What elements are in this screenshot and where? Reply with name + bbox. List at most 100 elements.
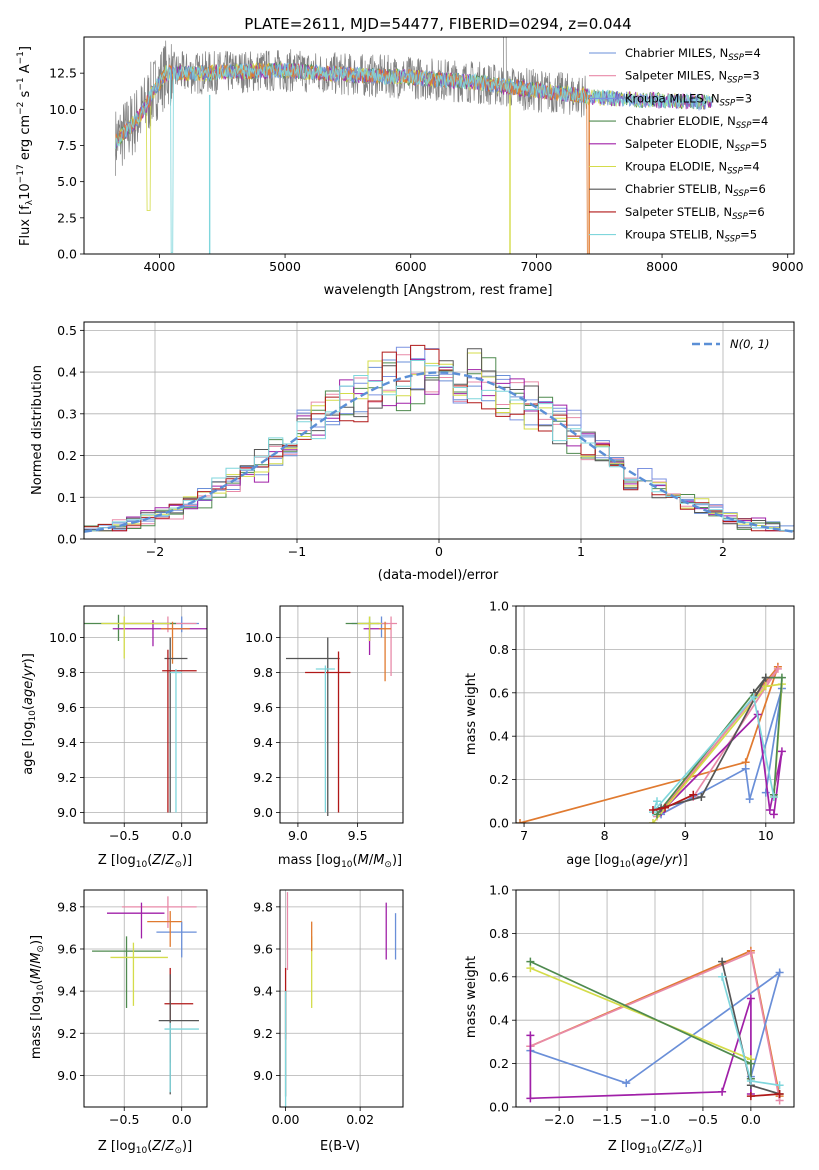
normal-legend-label: N(0, 1) bbox=[730, 337, 770, 351]
weight-marker bbox=[775, 1081, 784, 1090]
y-tick-label: 2.5 bbox=[57, 210, 77, 225]
plot-content bbox=[285, 616, 398, 816]
legend-label: Chabrier STELIB, NSSP=6 bbox=[625, 182, 766, 199]
weight-marker bbox=[661, 803, 670, 812]
y-tick-label: 0.2 bbox=[489, 772, 509, 787]
weight-marker bbox=[746, 1059, 755, 1068]
x-tick-label: −1 bbox=[288, 544, 306, 559]
legend-label: Kroupa ELODIE, NSSP=4 bbox=[625, 160, 760, 177]
x-tick-label: 6000 bbox=[395, 259, 427, 274]
y-tick-label: 0.2 bbox=[489, 1056, 509, 1071]
x-tick-label: 0.00 bbox=[272, 1112, 300, 1127]
weight-marker bbox=[773, 664, 782, 673]
weight-marker bbox=[648, 819, 657, 823]
x-tick-label: −0.5 bbox=[109, 1112, 139, 1127]
spectrum-legend: Chabrier MILES, NSSP=4 Salpeter MILES, NS… bbox=[589, 46, 768, 245]
weight-marker bbox=[761, 788, 770, 797]
plot-content bbox=[284, 892, 397, 1107]
x-tick-label: 8000 bbox=[646, 259, 678, 274]
residual-histogram bbox=[84, 360, 794, 539]
x-tick-label: 9 bbox=[681, 828, 689, 843]
axes-frame bbox=[83, 605, 208, 824]
y-tick-label: 0.5 bbox=[57, 323, 77, 338]
x-tick-label: 10 bbox=[758, 828, 774, 843]
weight-line bbox=[530, 970, 782, 1085]
y-tick-label: 9.8 bbox=[253, 899, 273, 914]
x-tick-label: −1.0 bbox=[640, 1112, 670, 1127]
weight-vs-metallicity-panel: −2.0 −1.5 −1.0 −0.5 0.0 0.0 0.2 0.4 0.6 0.8 1.0 bbox=[489, 883, 795, 1127]
spectrum-ylabel: Flux [fλ10−17 erg cm−2 s−1 A−1] bbox=[16, 46, 35, 246]
weight-marker bbox=[765, 805, 774, 814]
weight-marker bbox=[653, 810, 662, 819]
normal-curve bbox=[84, 371, 794, 533]
mass-vs-ebv-panel: 0.00 0.02 9.0 9.2 9.4 9.6 9.8 bbox=[253, 889, 404, 1127]
y-tick-label: 9.6 bbox=[253, 700, 273, 715]
x-tick-label: 1 bbox=[577, 544, 585, 559]
x-tick-label: 2 bbox=[719, 544, 727, 559]
legend-label: Kroupa STELIB, NSSP=5 bbox=[625, 228, 757, 245]
weight-marker bbox=[746, 948, 755, 957]
residual-ylabel: Normed distribution bbox=[30, 365, 45, 495]
y-tick-label: 0.4 bbox=[489, 1013, 509, 1028]
y-tick-label: 9.0 bbox=[253, 805, 273, 820]
y-tick-label: 9.2 bbox=[57, 1026, 77, 1041]
axes-frame bbox=[279, 889, 404, 1108]
legend-label: Chabrier MILES, NSSP=4 bbox=[625, 46, 761, 63]
y-tick-label: 9.4 bbox=[57, 735, 77, 750]
weight-marker bbox=[769, 810, 778, 819]
residual-histogram-panel: (data-model)/error Normed distribution −… bbox=[30, 321, 795, 583]
weight-marker bbox=[761, 682, 770, 691]
spectrum-xlabel: wavelength [Angstrom, rest frame] bbox=[324, 283, 553, 298]
wAge-xlabel: age [log10(age/yr)] bbox=[566, 853, 688, 870]
weight-marker bbox=[622, 1079, 631, 1088]
weight-line bbox=[530, 967, 752, 1061]
weight-marker bbox=[761, 673, 770, 682]
y-tick-label: 9.6 bbox=[253, 941, 273, 956]
plot-content bbox=[114, 37, 713, 254]
weight-marker bbox=[777, 673, 786, 682]
weight-marker bbox=[697, 792, 706, 801]
y-tick-label: 5.0 bbox=[57, 174, 77, 189]
figure-title: PLATE=2611, MJD=54477, FIBERID=0294, z=0… bbox=[244, 15, 631, 33]
y-tick-label: 0.2 bbox=[57, 448, 77, 463]
weight-marker bbox=[718, 957, 727, 966]
mZ-xlabel: Z [log10(Z/Z⊙)] bbox=[98, 1139, 192, 1156]
weight-marker bbox=[526, 1031, 535, 1040]
y-tick-label: 0.1 bbox=[57, 490, 77, 505]
y-tick-label: 9.8 bbox=[253, 665, 273, 680]
y-tick-label: 9.8 bbox=[57, 899, 77, 914]
y-tick-label: 9.4 bbox=[253, 984, 273, 999]
model-spectrum bbox=[114, 62, 589, 254]
x-tick-label: −2 bbox=[146, 544, 164, 559]
legend-label: Chabrier ELODIE, NSSP=4 bbox=[625, 114, 768, 131]
axes-frame bbox=[515, 605, 795, 824]
residual-xlabel: (data-model)/error bbox=[378, 568, 499, 583]
weight-marker bbox=[718, 972, 727, 981]
y-tick-label: 7.5 bbox=[57, 138, 77, 153]
y-tick-label: 0.4 bbox=[57, 365, 77, 380]
plot-content bbox=[92, 896, 199, 1095]
weight-vs-age-panel: 7 8 9 10 0.0 0.2 0.4 0.6 0.8 1.0 bbox=[489, 599, 795, 843]
y-tick-label: 0.4 bbox=[489, 729, 509, 744]
mass-vs-metallicity-panel: −0.5 0.0 9.0 9.2 9.4 9.6 9.8 bbox=[57, 889, 208, 1127]
y-tick-label: 9.4 bbox=[253, 735, 273, 750]
ageZ-ylabel: age [log10(age/yr)] bbox=[21, 653, 38, 775]
y-tick-label: 10.0 bbox=[245, 630, 273, 645]
axes-frame bbox=[279, 605, 404, 824]
y-tick-label: 0.0 bbox=[57, 247, 77, 262]
y-tick-label: 9.6 bbox=[57, 941, 77, 956]
plot-area bbox=[84, 606, 207, 823]
y-tick-label: 10.0 bbox=[49, 630, 77, 645]
plot-content bbox=[84, 344, 794, 539]
weight-marker bbox=[775, 1089, 784, 1098]
x-tick-label: −2.0 bbox=[544, 1112, 574, 1127]
plot-content bbox=[84, 614, 207, 813]
wZ-ylabel: mass weight bbox=[464, 956, 479, 1038]
x-tick-label: −1.5 bbox=[592, 1112, 622, 1127]
x-tick-label: 0.0 bbox=[172, 1112, 192, 1127]
weight-marker bbox=[741, 764, 750, 773]
weight-marker bbox=[749, 693, 758, 702]
y-tick-label: 9.2 bbox=[57, 770, 77, 785]
ageZ-xlabel: Z [log10(Z/Z⊙)] bbox=[98, 853, 192, 870]
